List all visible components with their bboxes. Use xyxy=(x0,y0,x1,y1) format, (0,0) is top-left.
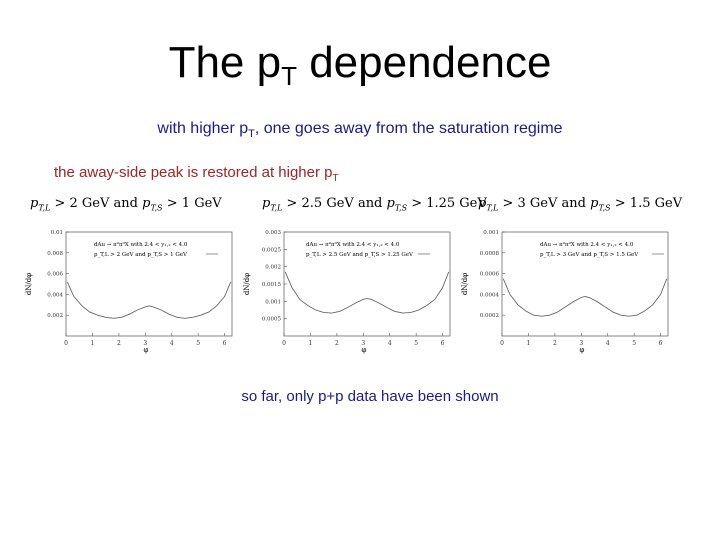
legend: dAu → π⁰π⁰X with 2.4 < y₁,₂ < 4.0 p_T,L … xyxy=(306,241,430,258)
y-tick-label: 0.0008 xyxy=(480,251,500,257)
x-axis-label: φ xyxy=(580,346,585,354)
x-tick-label: 2 xyxy=(117,340,121,347)
x-tick-label: 6 xyxy=(441,340,445,347)
correlation-plot-1: dN/dφ φ dAu → π⁰π⁰X with 2.4 < y₁,₂ < 4.… xyxy=(25,230,233,354)
slide-title: The pT dependence xyxy=(168,38,552,91)
y-tick-label: 0.0004 xyxy=(480,292,500,298)
correlation-plot-3: dN/dφ φ dAu → π⁰π⁰X with 2.4 < y₁,₂ < 4.… xyxy=(461,230,669,354)
correlation-plot-2: dN/dφ φ dAu → π⁰π⁰X with 2.4 < y₁,₂ < 4.… xyxy=(243,230,451,354)
y-tick-label: 0.0025 xyxy=(262,247,282,253)
legend-series: p_T,L > 2.5 GeV and p_T,S > 1.25 GeV xyxy=(306,252,414,258)
svg-text:dN/dφ: dN/dφ xyxy=(243,273,251,295)
x-tick-label: 2 xyxy=(335,340,339,347)
svg-text:dN/dφ: dN/dφ xyxy=(25,273,33,295)
legend-process: dAu → π⁰π⁰X with 2.4 < y₁,₂ < 4.0 xyxy=(94,241,188,248)
panel-2-cut-label: pT,L > 2.5 GeV and pT,S > 1.25 GeV xyxy=(262,196,487,213)
svg-text:dN/dφ: dN/dφ xyxy=(461,273,469,295)
plot-frame xyxy=(65,231,233,337)
legend: dAu → π⁰π⁰X with 2.4 < y₁,₂ < 4.0 p_T,L … xyxy=(94,241,218,258)
away-side-note: the away-side peak is restored at higher… xyxy=(54,164,339,184)
x-tick-label: 1 xyxy=(91,340,95,347)
x-tick-label: 5 xyxy=(632,340,636,347)
x-tick-label: 6 xyxy=(659,340,663,347)
y-tick-label: 0.008 xyxy=(47,251,63,257)
x-tick-label: 4 xyxy=(170,340,174,347)
y-axis-label: dN/dφ xyxy=(25,273,33,295)
y-tick-label: 0.003 xyxy=(265,230,281,236)
x-tick-label: 3 xyxy=(361,340,365,347)
x-axis-label: φ xyxy=(144,346,149,354)
x-tick-label: 0 xyxy=(282,340,286,347)
panel-1-cut-label: pT,L > 2 GeV and pT,S > 1 GeV xyxy=(30,196,222,213)
y-tick-label: 0.004 xyxy=(47,292,63,298)
series-line xyxy=(66,281,232,319)
y-tick-label: 0.002 xyxy=(47,313,63,319)
x-tick-label: 3 xyxy=(579,340,583,347)
x-tick-label: 1 xyxy=(309,340,313,347)
x-tick-label: 0 xyxy=(64,340,68,347)
y-tick-label: 0.0005 xyxy=(262,317,282,323)
panel-3-cut-label: pT,L > 3 GeV and pT,S > 1.5 GeV xyxy=(478,196,683,213)
y-tick-label: 0.001 xyxy=(483,230,499,236)
y-tick-label: 0.0006 xyxy=(480,272,500,278)
x-tick-label: 3 xyxy=(143,340,147,347)
plot-frame xyxy=(501,231,669,337)
x-axis-label: φ xyxy=(362,346,367,354)
legend-process: dAu → π⁰π⁰X with 2.4 < y₁,₂ < 4.0 xyxy=(306,241,400,248)
x-tick-label: 1 xyxy=(527,340,531,347)
x-tick-label: 5 xyxy=(196,340,200,347)
footer-note: so far, only p+p data have been shown xyxy=(241,388,499,405)
legend-process: dAu → π⁰π⁰X with 2.4 < y₁,₂ < 4.0 xyxy=(540,241,634,248)
y-tick-label: 0.002 xyxy=(265,265,281,271)
x-tick-label: 5 xyxy=(414,340,418,347)
series-line xyxy=(502,278,668,317)
y-axis-label: dN/dφ xyxy=(461,273,469,295)
y-tick-label: 0.01 xyxy=(51,230,63,236)
series-line xyxy=(284,271,450,314)
x-tick-label: 6 xyxy=(223,340,227,347)
legend-series: p_T,L > 3 GeV and p_T,S > 1.5 GeV xyxy=(540,252,639,258)
x-tick-label: 2 xyxy=(553,340,557,347)
x-tick-label: 0 xyxy=(500,340,504,347)
y-tick-label: 0.0015 xyxy=(262,282,282,288)
legend-series: p_T,L > 2 GeV and p_T,S > 1 GeV xyxy=(94,252,188,258)
legend: dAu → π⁰π⁰X with 2.4 < y₁,₂ < 4.0 p_T,L … xyxy=(540,241,664,258)
y-tick-label: 0.006 xyxy=(47,272,63,278)
y-tick-label: 0.001 xyxy=(265,299,281,305)
x-tick-label: 4 xyxy=(388,340,392,347)
x-tick-label: 4 xyxy=(606,340,610,347)
y-tick-label: 0.0002 xyxy=(480,313,499,319)
slide-subtitle: with higher pT, one goes away from the s… xyxy=(157,120,563,141)
y-axis-label: dN/dφ xyxy=(243,273,251,295)
